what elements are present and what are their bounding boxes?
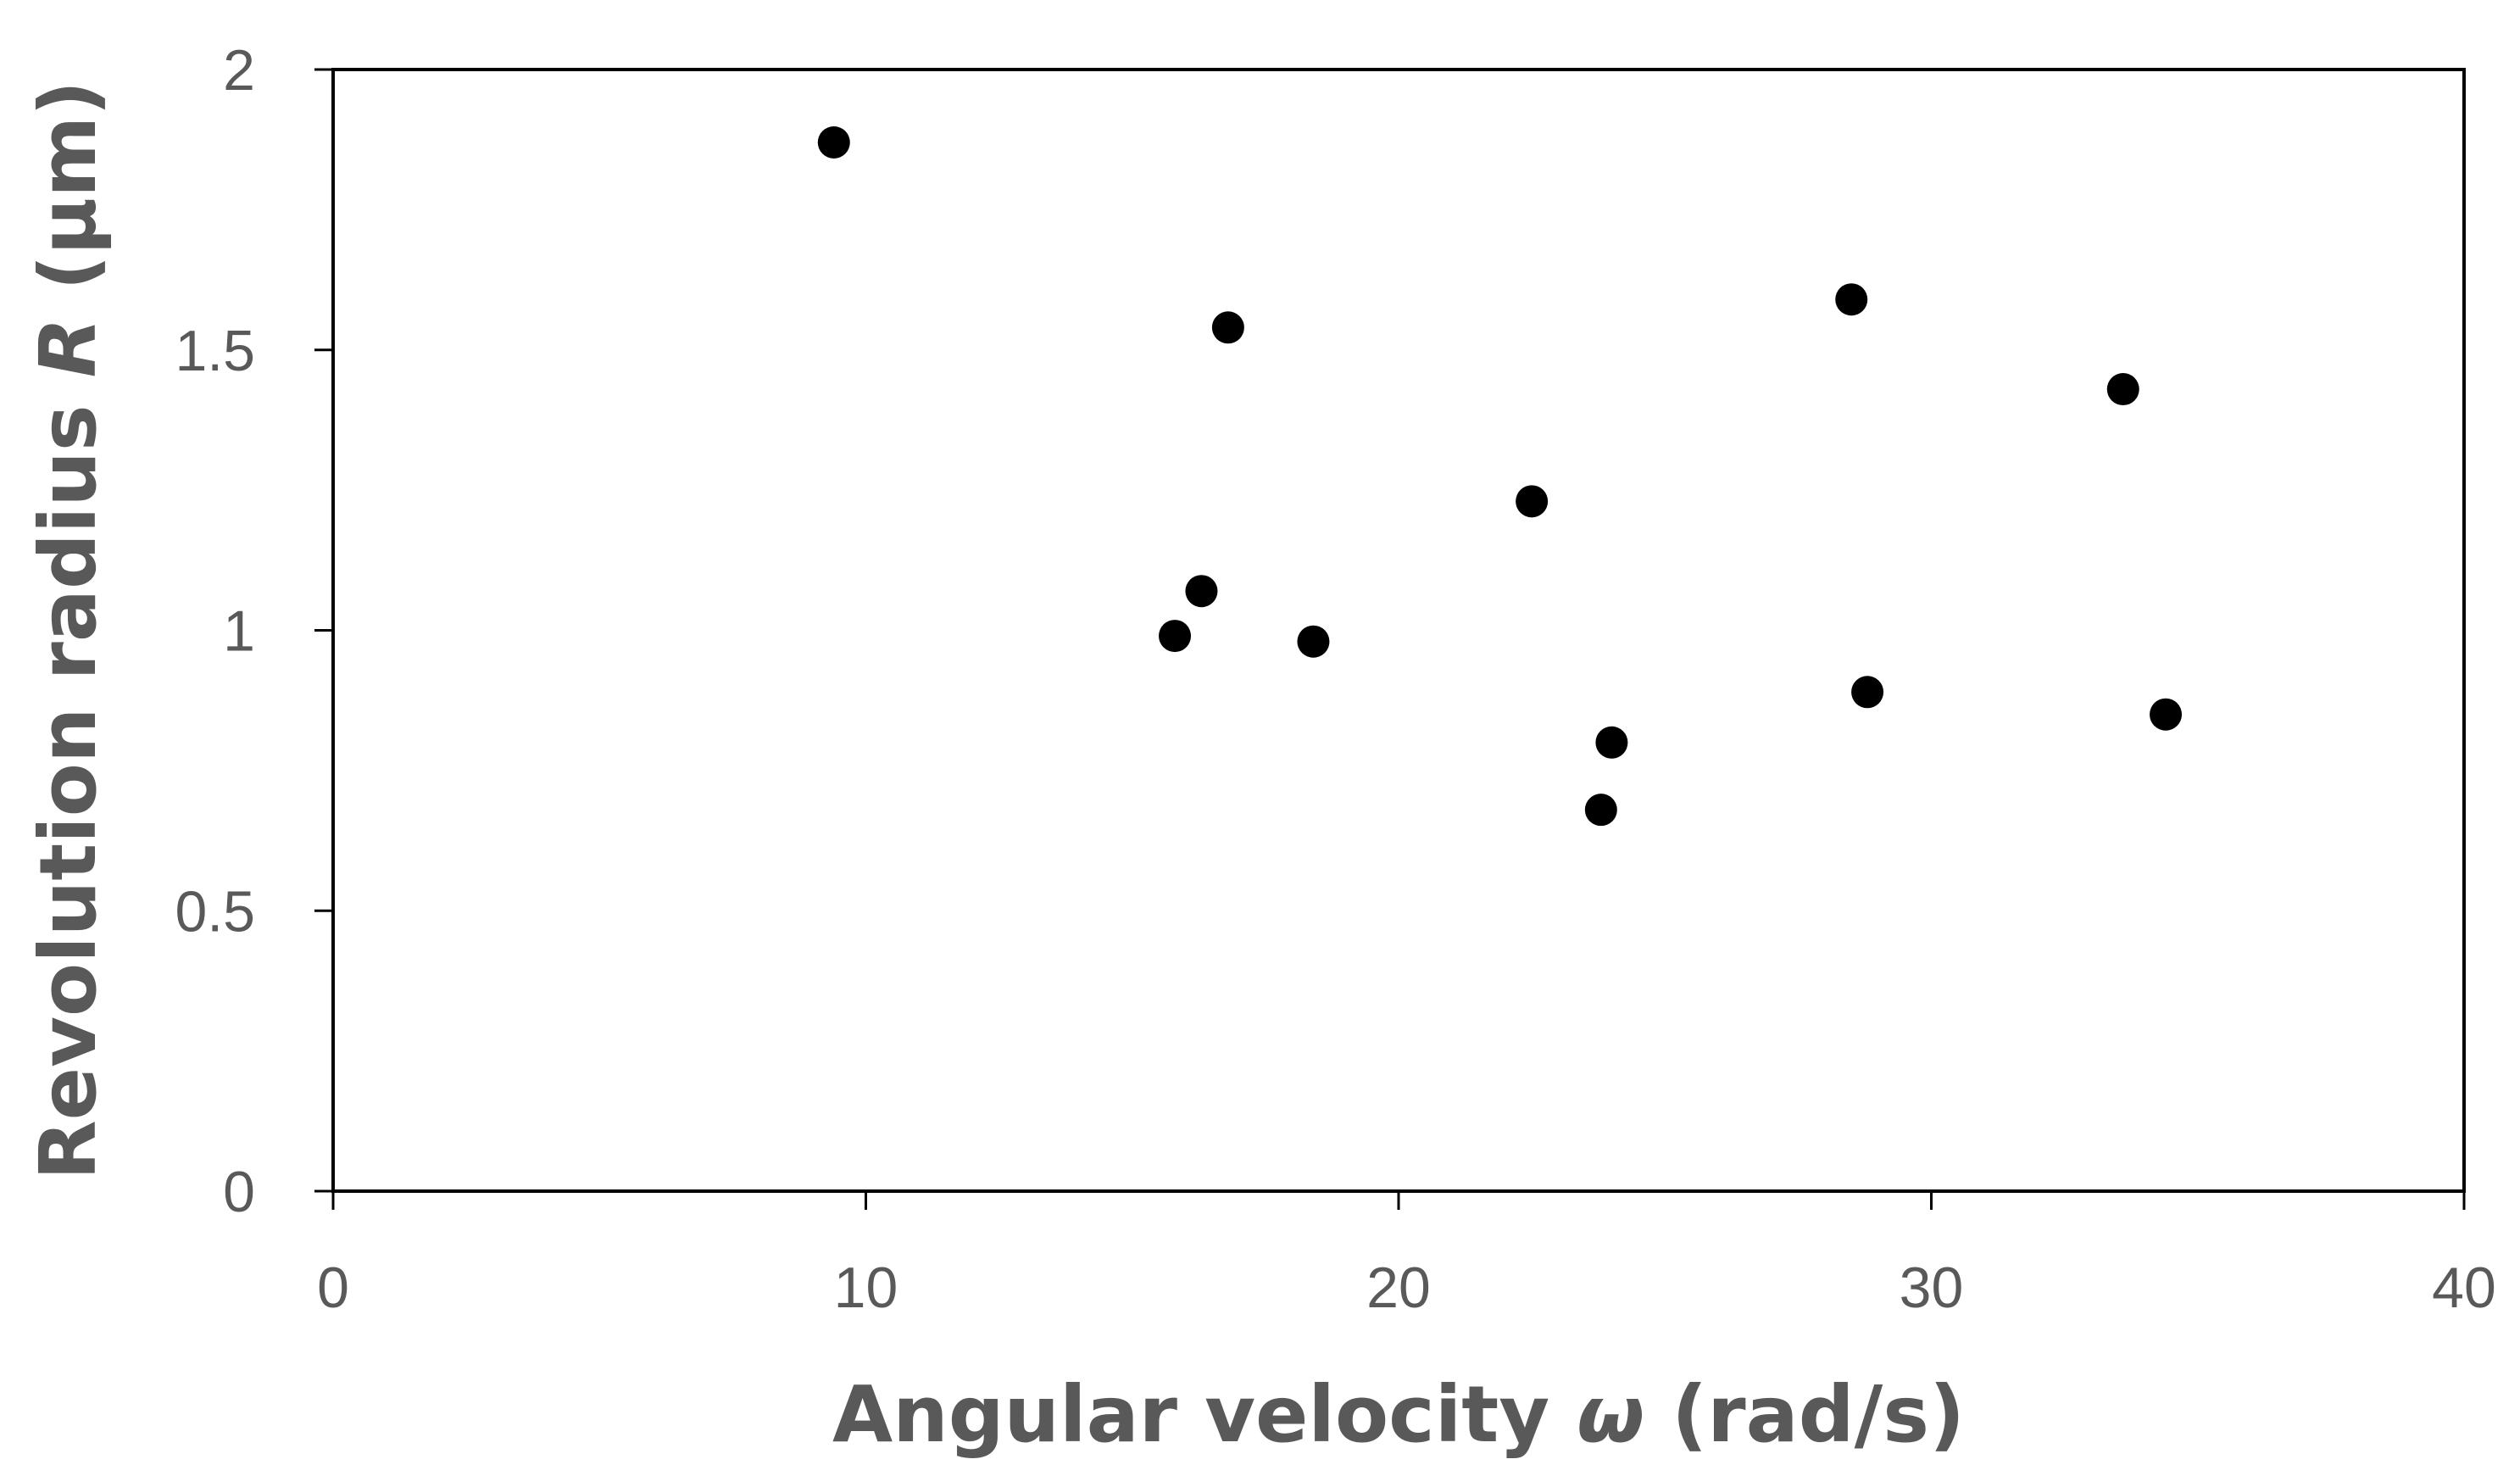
x-axis-title: Angular velocity ω (rad/s) [832,1369,1965,1460]
y-tick-label: 0 [223,1160,255,1224]
data-point [817,125,850,159]
data-point [1835,283,1868,316]
data-point [1185,575,1218,608]
data-point [1211,311,1244,344]
y-tick-label: 1 [223,599,255,664]
y-axis-title-symbol: R [23,318,114,378]
data-point [1584,794,1617,827]
y-tick-label: 0.5 [175,879,255,944]
data-point [2106,373,2139,406]
data-points [817,125,2183,827]
x-tick-label: 40 [2432,1256,2496,1320]
x-tick-label: 0 [317,1256,349,1320]
y-tick-label: 1.5 [175,319,255,383]
x-axis-title-symbol: ω [1577,1369,1644,1460]
x-tick-label: 30 [1900,1256,1964,1320]
x-axis-ticks: 0 10 20 30 40 [317,1191,2496,1320]
plot-area-border [331,68,2466,1193]
data-point [1297,625,1330,658]
data-point [1595,726,1628,759]
data-point [1516,485,1549,518]
plot-frame [331,68,2466,1193]
x-axis-title-prefix: Angular velocity [832,1369,1577,1460]
x-tick-label: 10 [834,1256,898,1320]
x-tick-label: 20 [1366,1256,1431,1320]
y-axis-title: Revolution radius R (µm) [23,81,114,1180]
x-axis-title-suffix: (rad/s) [1644,1369,1965,1460]
y-axis-title-prefix: Revolution radius [23,377,114,1180]
y-tick-label: 2 [223,38,255,103]
y-axis-ticks: 0 0.5 1 1.5 2 [175,38,333,1224]
data-point [1851,676,1884,709]
data-point [1159,620,1192,653]
y-axis-title-suffix: (µm) [23,81,114,318]
data-point [2150,698,2183,731]
